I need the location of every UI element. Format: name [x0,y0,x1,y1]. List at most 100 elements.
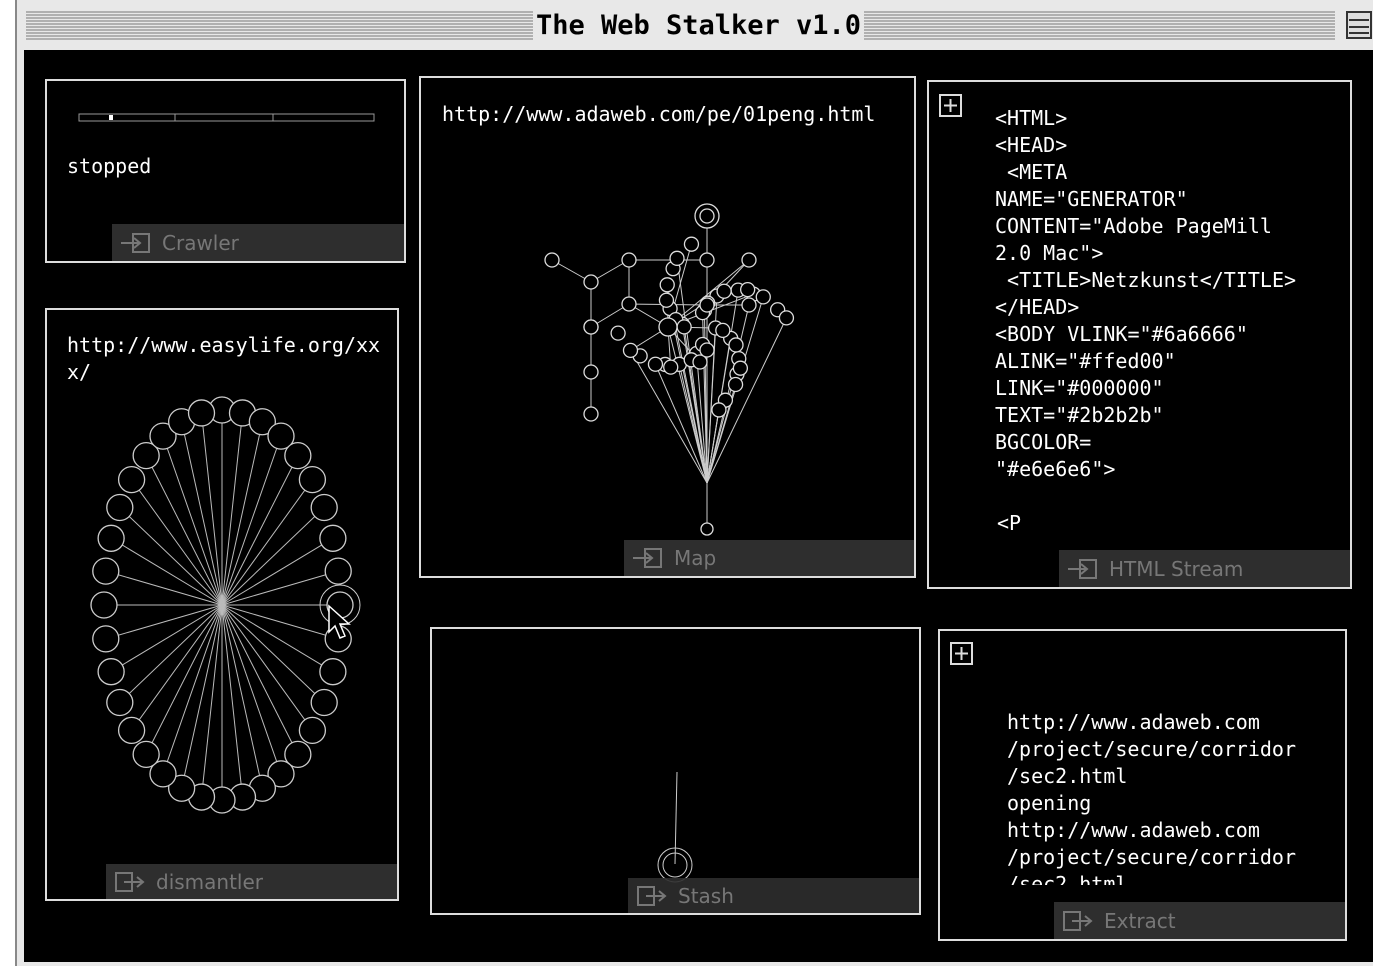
extract-panel: http://www.adaweb.com/project/secure/cor… [938,629,1347,941]
text-line: NAME="GENERATOR" [995,186,1296,213]
node [91,592,117,618]
dismantler-panel: http://www.easylife.org/xxx/ dismantler [45,308,399,901]
node [659,293,673,307]
node [622,297,636,311]
node [584,407,598,421]
window-title: The Web Stalker v1.0 [535,6,862,46]
node [742,253,756,267]
panel-label[interactable]: Map [624,540,914,576]
node [325,558,351,584]
map-panel: http://www.adaweb.com/pe/01peng.html Map [419,76,916,578]
node [584,275,598,289]
text-line: "#e6e6e6"> [995,456,1296,483]
node [107,495,133,521]
node [98,659,124,685]
text-line: LINK="#000000" [995,375,1296,402]
node [545,253,559,267]
panel-label[interactable]: dismantler [106,864,397,899]
text-line: opening [1007,790,1296,817]
text-line: <TITLE>Netzkunst</TITLE> [995,267,1296,294]
node [700,253,714,267]
dismantler-graph [47,310,399,901]
node [729,338,743,352]
node [311,690,337,716]
text-line: CONTENT="Adobe PageMill [995,213,1296,240]
node [741,283,755,297]
node [684,237,698,251]
node [670,251,684,265]
node [584,320,598,334]
node [107,690,133,716]
node [717,284,731,298]
panel-label[interactable]: HTML Stream [1059,550,1350,587]
node [285,443,311,469]
text-line: /project/secure/corridor [1007,844,1296,871]
node [648,357,662,371]
panel-label[interactable]: Stash [628,878,919,913]
node [622,253,636,267]
label-text: dismantler [156,870,263,894]
node [659,318,677,336]
node [311,495,337,521]
url-text: http://www.adaweb.com/pe/01peng.html [442,101,875,128]
label-text: Extract [1104,909,1176,933]
text-line: /project/secure/corridor [1007,736,1296,763]
extract-scroll: http://www.adaweb.com/project/secure/cor… [940,631,1347,885]
stash-panel: Stash [430,627,921,915]
node [119,467,145,493]
node [700,209,714,223]
stash-graph [432,629,921,915]
html-text-line: <P [997,510,1021,537]
text-line: http://www.adaweb.com [1007,709,1296,736]
label-text: Crawler [162,231,239,255]
label-text: HTML Stream [1109,557,1243,581]
node [320,525,346,551]
node [729,377,743,391]
text-line: http://www.adaweb.com [1007,817,1296,844]
node [733,361,747,375]
expand-box[interactable] [929,82,969,122]
text-line: /sec2.html [1007,763,1296,790]
node [756,290,770,304]
text-line: <HTML> [995,105,1296,132]
text-line: 2.0 Mac"> [995,240,1296,267]
node [623,343,637,357]
status-text: stopped [67,153,151,180]
node [712,403,726,417]
node [299,467,325,493]
node [611,326,625,340]
label-text: Stash [678,884,734,908]
html-text: <HTML><HEAD> <METANAME="GENERATOR"CONTEN… [995,105,1296,483]
text-line: http://www.easylife.org/xx [67,332,380,359]
node [327,592,353,618]
text-line: </HEAD> [995,294,1296,321]
zoom-box[interactable] [1347,12,1371,38]
text-line: /sec2.html [1007,871,1296,885]
node [660,278,674,292]
node [189,400,215,426]
map-graph [421,78,916,578]
node [93,558,119,584]
node [584,365,598,379]
text-line: x/ [67,359,380,386]
panel-label[interactable]: Crawler [112,224,404,261]
node [701,523,713,535]
extract-text: http://www.adaweb.com/project/secure/cor… [1007,709,1296,885]
label-text: Map [674,546,716,570]
node [299,717,325,743]
node [93,626,119,652]
text-line: ALINK="#ffed00" [995,348,1296,375]
node [325,626,351,652]
node [700,298,714,312]
text-line: BGCOLOR= [995,429,1296,456]
node [716,323,730,337]
text-line: <BODY VLINK="#6a6666" [995,321,1296,348]
text-line: <META [995,159,1296,186]
text-line: TEXT="#2b2b2b" [995,402,1296,429]
node [98,525,124,551]
node [779,311,793,325]
html-stream-panel: <HTML><HEAD> <METANAME="GENERATOR"CONTEN… [927,80,1352,589]
node [664,360,678,374]
panel-label[interactable]: Extract [1054,902,1345,939]
